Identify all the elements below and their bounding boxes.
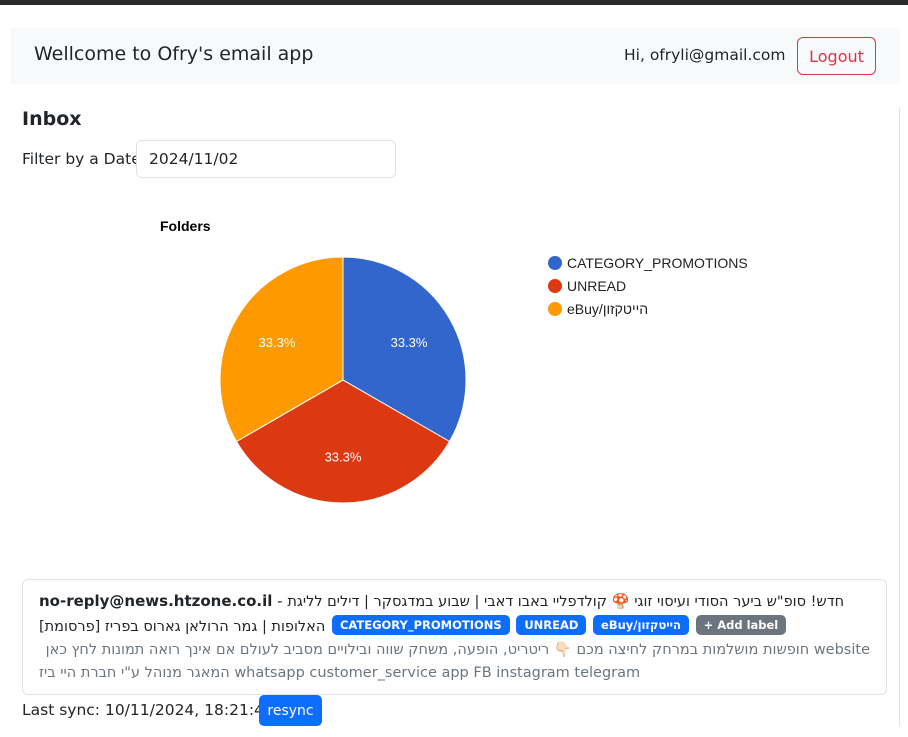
window-top-border xyxy=(0,0,908,5)
last-sync-text: Last sync: 10/11/2024, 18:21:46 xyxy=(22,701,274,719)
pie-labels: 33.3% 33.3% 33.3% xyxy=(259,335,428,464)
sender-separator: - xyxy=(272,592,288,610)
folders-pie-chart: Folders 33.3% 33.3% 33.3% CATEGORY_PROMOTI… xyxy=(160,218,748,504)
email-snippet-line-1: website חופשות מושלמות במרחק לחיצה מכם 👇… xyxy=(45,642,870,658)
pie-slice[interactable] xyxy=(235,379,451,504)
email-list-item[interactable]: no-reply@news.htzone.co.il - חדש! סופ"ש … xyxy=(22,579,887,695)
pie-slice-percent-label: 33.3% xyxy=(259,335,296,350)
label-badge-unread[interactable]: UNREAD xyxy=(516,615,587,635)
chart-title: Folders xyxy=(160,218,211,234)
panel-divider xyxy=(899,108,900,726)
email-subject: חדש! סופ"ש ביער הסודי ועיסוי זוגי 🍄 קולד… xyxy=(287,594,845,610)
date-filter-input[interactable] xyxy=(136,140,396,178)
chart-legend: CATEGORY_PROMOTIONS UNREAD eBuy/הייטקזון xyxy=(548,255,748,317)
date-filter-label: Filter by a Date xyxy=(22,150,141,168)
email-subject-labels-line: האלופות | גמר הרולאן גארוס בפריז [פרסומת… xyxy=(39,615,870,635)
legend-marker xyxy=(548,256,562,270)
email-subject-cont: האלופות | גמר הרולאן גארוס בפריז [פרסומת… xyxy=(39,619,326,635)
legend-marker xyxy=(548,302,562,316)
pie-slices xyxy=(219,256,467,504)
pie-slice[interactable] xyxy=(342,256,467,443)
navbar: Wellcome to Ofry's email app Hi, ofryli@… xyxy=(10,28,900,84)
add-label-button[interactable]: + Add label xyxy=(695,615,787,635)
resync-button[interactable]: resync xyxy=(259,695,322,726)
legend-label: CATEGORY_PROMOTIONS xyxy=(567,255,748,271)
label-badge-category-promotions[interactable]: CATEGORY_PROMOTIONS xyxy=(331,615,510,635)
email-snippet-line-2: whatsapp customer_service app FB instagr… xyxy=(39,665,641,681)
email-sender: no-reply@news.htzone.co.il xyxy=(39,592,273,610)
legend-label: UNREAD xyxy=(567,278,626,294)
legend-marker xyxy=(548,279,562,293)
email-header-line: no-reply@news.htzone.co.il - חדש! סופ"ש … xyxy=(39,592,870,610)
label-badge-ebuy[interactable]: eBuy/הייטקזון xyxy=(593,615,689,635)
pie-slice-percent-label: 33.3% xyxy=(325,449,362,464)
page-title: Inbox xyxy=(22,108,82,130)
logout-button[interactable]: Logout xyxy=(797,37,876,75)
app-title: Wellcome to Ofry's email app xyxy=(34,43,314,65)
pie-slice[interactable] xyxy=(219,256,344,443)
pie-slice-percent-label: 33.3% xyxy=(391,335,428,350)
user-greeting: Hi, ofryli@gmail.com xyxy=(624,46,786,64)
legend-label: eBuy/הייטקזון xyxy=(567,301,648,317)
